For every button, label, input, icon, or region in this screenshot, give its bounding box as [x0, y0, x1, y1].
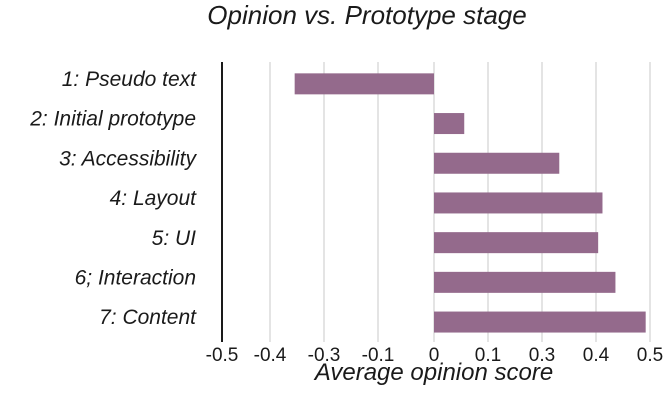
- x-tick-label: -0.4: [254, 345, 287, 366]
- chart-title: Opinion vs. Prototype stage: [207, 0, 526, 30]
- category-label-3: 3: Accessibility: [59, 147, 197, 170]
- x-tick-label: 0.4: [583, 345, 610, 366]
- x-tick-label: -0.5: [206, 345, 239, 366]
- x-tick-label: 0.5: [637, 345, 663, 366]
- bar-3: [434, 152, 560, 174]
- bar-1: [294, 73, 434, 95]
- category-label-6: 6; Interaction: [75, 267, 196, 290]
- bar-5: [434, 232, 599, 254]
- category-label-4: 4: Layout: [110, 187, 198, 210]
- x-tick-labels: -0.5 -0.4 -0.3 -0.1 0 0.1 0.3 0.4 0.5: [206, 345, 664, 366]
- bar-2: [434, 113, 465, 135]
- category-label-7: 7: Content: [99, 306, 197, 329]
- bars: [294, 73, 646, 333]
- x-tick-label: 0: [429, 345, 440, 366]
- category-label-1: 1: Pseudo text: [62, 68, 197, 91]
- bar-7: [434, 311, 646, 333]
- category-labels: 1: Pseudo text 2: Initial prototype 3: Acc…: [29, 68, 197, 329]
- category-label-2: 2: Initial prototype: [29, 108, 196, 131]
- bar-4: [434, 192, 603, 214]
- x-tick-label: -0.3: [308, 345, 341, 366]
- x-tick-label: 0.3: [529, 345, 555, 366]
- x-axis-title: Average opinion score: [313, 359, 553, 386]
- bar-6: [434, 271, 616, 293]
- x-tick-label: -0.1: [362, 345, 395, 366]
- category-label-5: 5: UI: [152, 227, 197, 250]
- x-tick-label: 0.1: [475, 345, 501, 366]
